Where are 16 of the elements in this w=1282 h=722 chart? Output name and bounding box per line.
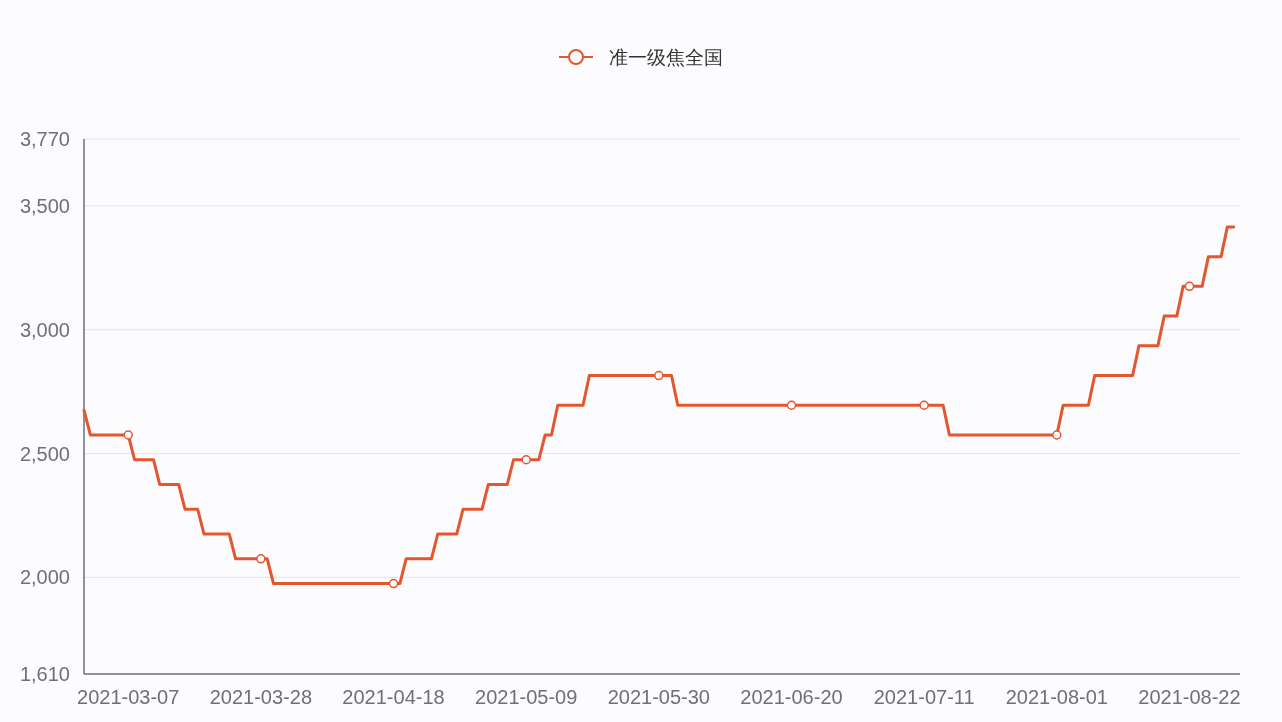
- y-tick-label: 3,000: [19, 318, 70, 341]
- x-tick-label: 2021-04-18: [342, 686, 445, 708]
- x-tick-label: 2021-07-11: [873, 686, 975, 708]
- x-tick-label: 2021-03-28: [209, 686, 313, 708]
- y-tick-label: 1,610: [19, 663, 70, 685]
- y-tick-label: 2,000: [19, 566, 70, 589]
- y-tick-label: 2,500: [19, 442, 70, 465]
- x-tick-label: 2021-06-20: [740, 686, 843, 708]
- x-tick-label: 2021-08-22: [1138, 686, 1241, 708]
- x-tick-label: 2021-05-09: [475, 686, 578, 708]
- x-tick-label: 2021-08-01: [1005, 686, 1108, 708]
- x-tick-label: 2021-03-07: [77, 686, 180, 708]
- x-tick-label: 2021-05-30: [607, 686, 710, 708]
- y-tick-label: 3,500: [19, 194, 70, 217]
- legend-label: 准一级焦全国: [609, 46, 723, 68]
- y-tick-label: 3,770: [19, 128, 70, 150]
